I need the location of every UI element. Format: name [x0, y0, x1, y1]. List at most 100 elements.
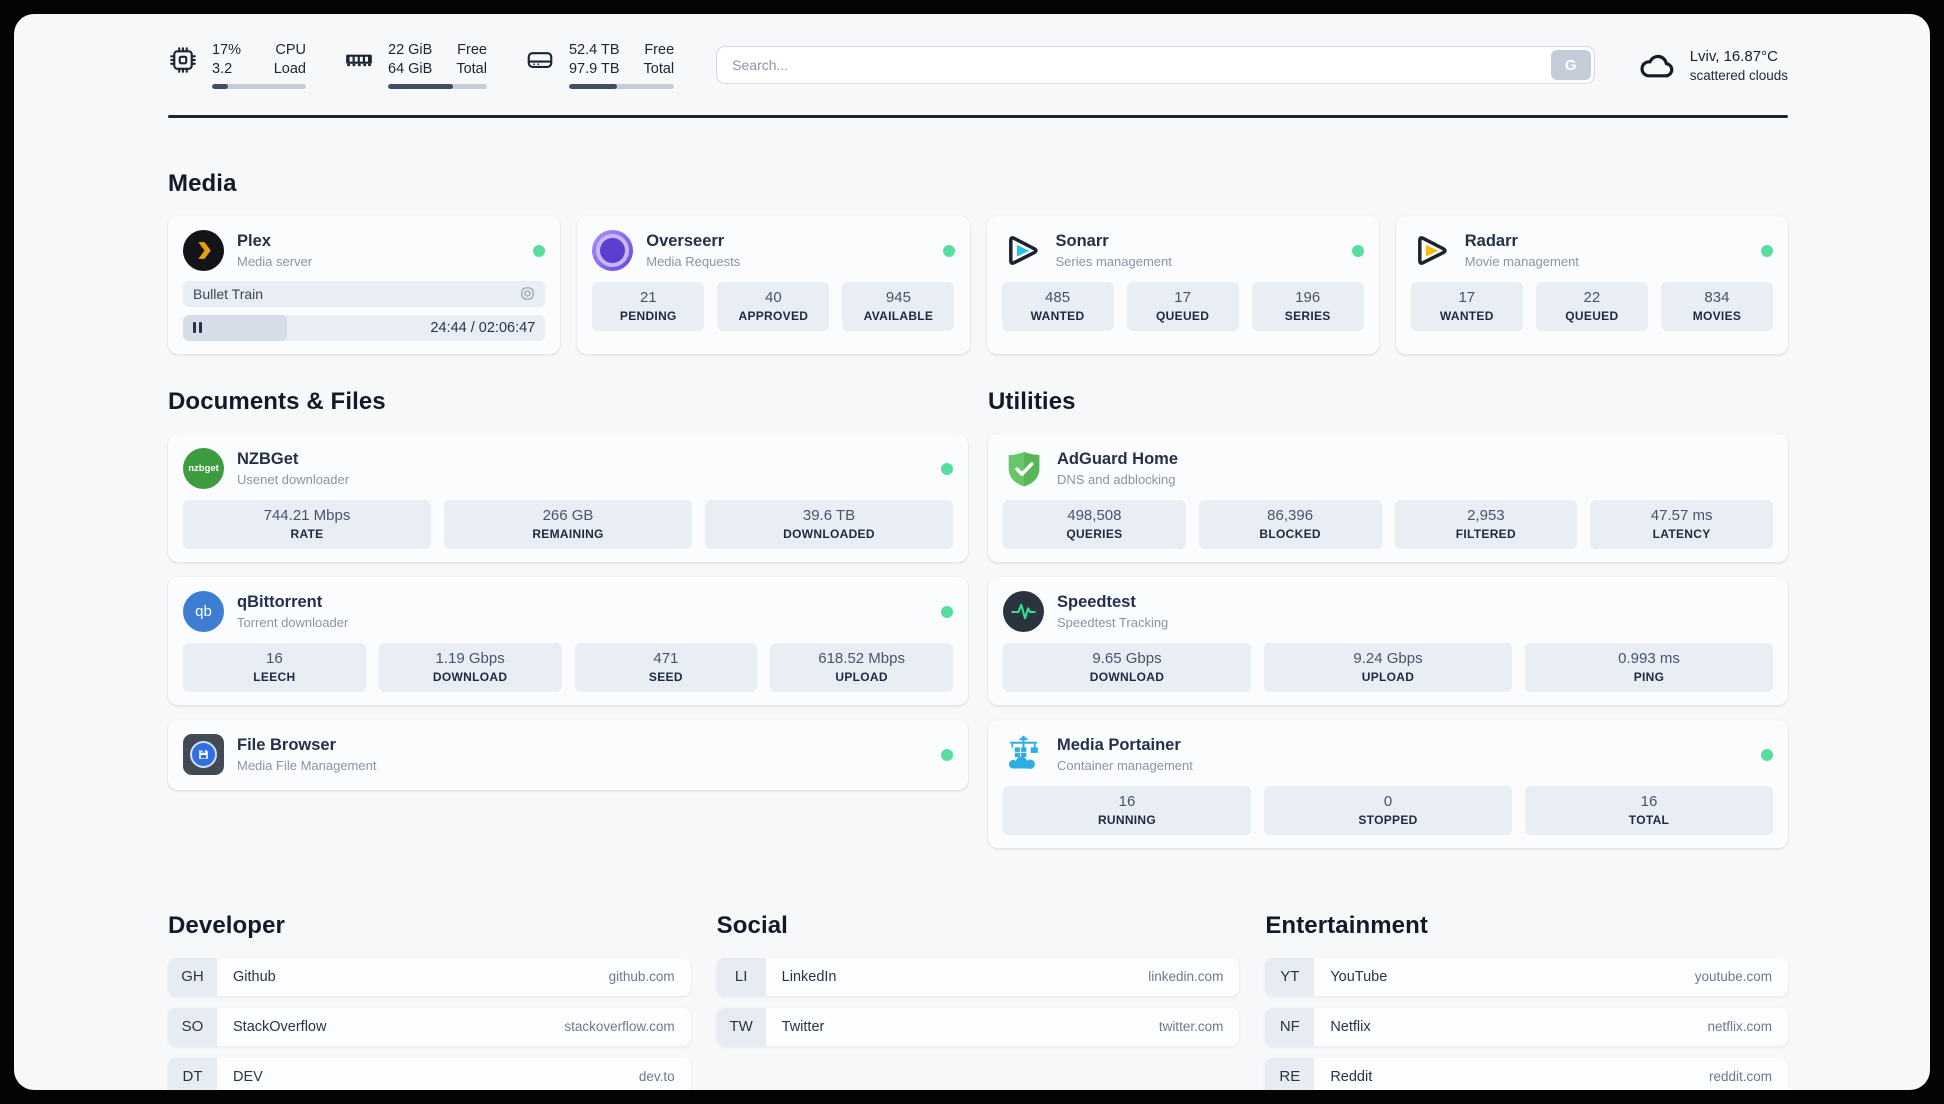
section-title-media: Media — [168, 169, 237, 197]
section-title-utilities: Utilities — [988, 387, 1076, 415]
ram-progress-bar — [388, 84, 487, 89]
disk-free-label: Free — [644, 42, 675, 59]
online-status-dot — [941, 462, 953, 475]
app-card-radarr[interactable]: Radarr Movie management 17 WANTED 22 QUE… — [1395, 215, 1788, 354]
weather-location: Lviv, 16.87°C — [1689, 47, 1778, 65]
stat-latency: 47.57 ms LATENCY — [1590, 499, 1773, 549]
stat-filtered: 2,953 FILTERED — [1394, 499, 1578, 549]
app-card-nzbget[interactable]: nzbget NZBGet Usenet downloader 744.21 M… — [168, 433, 968, 562]
section-title-documents: Documents & Files — [168, 387, 386, 415]
search-engine-button[interactable]: G — [1550, 50, 1591, 80]
link-row-linkedin[interactable]: LI LinkedIn linkedin.com — [716, 957, 1240, 996]
stat-seed: 471 SEED — [574, 642, 758, 692]
app-description: Media server — [237, 254, 313, 269]
link-abbr: DT — [168, 1057, 217, 1090]
stat-available: 945 AVAILABLE — [842, 281, 955, 331]
link-url: twitter.com — [1158, 1019, 1224, 1034]
app-card-overseerr[interactable]: Overseerr Media Requests 21 PENDING 40 A… — [577, 215, 970, 354]
disk-total-value: 97.9 TB — [568, 61, 620, 78]
radarr-icon — [1411, 230, 1452, 271]
app-name: Speedtest — [1057, 593, 1136, 611]
link-abbr: GH — [168, 957, 217, 996]
link-name: Netflix — [1330, 1018, 1371, 1035]
app-card-portainer[interactable]: Media Portainer Container management 16 … — [988, 719, 1788, 848]
stat-wanted: 17 WANTED — [1410, 281, 1523, 331]
top-bar: 17% 3.2 CPU Load — [168, 40, 1788, 90]
qbittorrent-icon: qb — [183, 591, 224, 632]
link-abbr: LI — [716, 957, 766, 996]
stat-total: 16 TOTAL — [1525, 785, 1773, 835]
app-description: Media File Management — [237, 758, 377, 773]
link-name: Twitter — [781, 1018, 825, 1035]
overseerr-icon — [592, 230, 634, 271]
search-bar: G — [716, 46, 1595, 84]
link-row-youtube[interactable]: YT YouTube youtube.com — [1265, 957, 1788, 996]
stat-ping: 0.993 ms PING — [1525, 642, 1773, 692]
link-url: stackoverflow.com — [564, 1019, 675, 1034]
app-name: NZBGet — [237, 450, 299, 468]
app-card-plex[interactable]: Plex Media server Bullet Train 24:44 / 0… — [168, 215, 561, 354]
cpu-icon — [170, 47, 196, 73]
link-row-reddit[interactable]: RE Reddit reddit.com — [1265, 1057, 1788, 1090]
stat-downloaded: 39.6 TB DOWNLOADED — [705, 499, 953, 549]
memory-widget: 22 GiB 64 GiB Free Total — [344, 41, 487, 89]
filebrowser-icon — [183, 734, 224, 775]
links-column-social: Social LI LinkedIn linkedin.com TW Twitt… — [716, 912, 1240, 1091]
stat-download: 1.19 Gbps DOWNLOAD — [378, 642, 562, 692]
app-name: File Browser — [237, 736, 337, 754]
app-name: Media Portainer — [1057, 736, 1181, 754]
online-status-dot — [942, 244, 955, 257]
stat-queries: 498,508 QUERIES — [1003, 499, 1186, 549]
link-abbr: RE — [1265, 1057, 1315, 1090]
app-name: Overseerr — [646, 232, 725, 250]
stat-leech: 16 LEECH — [183, 642, 366, 692]
app-name: Plex — [237, 232, 271, 250]
cpu-progress-bar — [212, 84, 306, 89]
app-card-speedtest[interactable]: Speedtest Speedtest Tracking 9.65 Gbps D… — [988, 576, 1788, 705]
stat-running: 16 RUNNING — [1003, 785, 1251, 835]
link-abbr: TW — [716, 1007, 766, 1046]
app-card-sonarr[interactable]: Sonarr Series management 485 WANTED 17 Q… — [986, 215, 1379, 354]
app-name: AdGuard Home — [1057, 450, 1179, 468]
app-description: Usenet downloader — [237, 472, 350, 487]
disk-icon — [527, 52, 553, 69]
links-column-developer: Developer GH Github github.com SO StackO… — [168, 912, 691, 1090]
disk-progress-bar — [568, 84, 675, 89]
stat-rate: 744.21 Mbps RATE — [183, 499, 431, 549]
link-abbr: NF — [1265, 1007, 1315, 1046]
app-description: DNS and adblocking — [1057, 472, 1176, 487]
stat-wanted: 485 WANTED — [1001, 281, 1114, 331]
app-card-adguard[interactable]: AdGuard Home DNS and adblocking 498,508 … — [988, 433, 1788, 562]
link-row-twitter[interactable]: TW Twitter twitter.com — [716, 1007, 1240, 1046]
app-card-filebrowser[interactable]: File Browser Media File Management — [168, 719, 968, 790]
stat-download: 9.65 Gbps DOWNLOAD — [1003, 642, 1251, 692]
ram-free-label: Free — [457, 42, 487, 59]
link-url: netflix.com — [1707, 1019, 1772, 1034]
cloud-icon — [1640, 54, 1673, 78]
nzbget-icon: nzbget — [183, 448, 224, 489]
cpu-load-label: Load — [273, 61, 306, 78]
link-row-github[interactable]: GH Github github.com — [168, 957, 691, 996]
online-status-dot — [941, 748, 953, 761]
stat-queued: 17 QUEUED — [1126, 281, 1239, 331]
pause-button[interactable] — [183, 314, 287, 341]
app-name: Radarr — [1464, 232, 1518, 250]
portainer-icon — [1003, 734, 1044, 775]
link-row-netflix[interactable]: NF Netflix netflix.com — [1265, 1007, 1788, 1046]
online-status-dot — [1761, 244, 1773, 257]
online-status-dot — [1351, 244, 1364, 257]
stat-remaining: 266 GB REMAINING — [444, 499, 692, 549]
search-input[interactable] — [716, 46, 1595, 84]
links-column-entertainment: Entertainment YT YouTube youtube.com NF … — [1265, 912, 1788, 1090]
app-card-qbittorrent[interactable]: qb qBittorrent Torrent downloader 16 LEE… — [168, 576, 968, 705]
cpu-widget: 17% 3.2 CPU Load — [168, 41, 306, 89]
stat-approved: 40 APPROVED — [717, 281, 830, 331]
app-description: Speedtest Tracking — [1057, 615, 1169, 630]
speedtest-icon — [1003, 591, 1044, 632]
link-row-dev[interactable]: DT DEV dev.to — [168, 1057, 691, 1090]
stat-movies: 834 MOVIES — [1660, 281, 1773, 331]
links-grid: Developer GH Github github.com SO StackO… — [168, 912, 1788, 1091]
link-row-stackoverflow[interactable]: SO StackOverflow stackoverflow.com — [168, 1007, 691, 1046]
link-abbr: SO — [168, 1007, 217, 1046]
link-name: Reddit — [1330, 1068, 1373, 1085]
